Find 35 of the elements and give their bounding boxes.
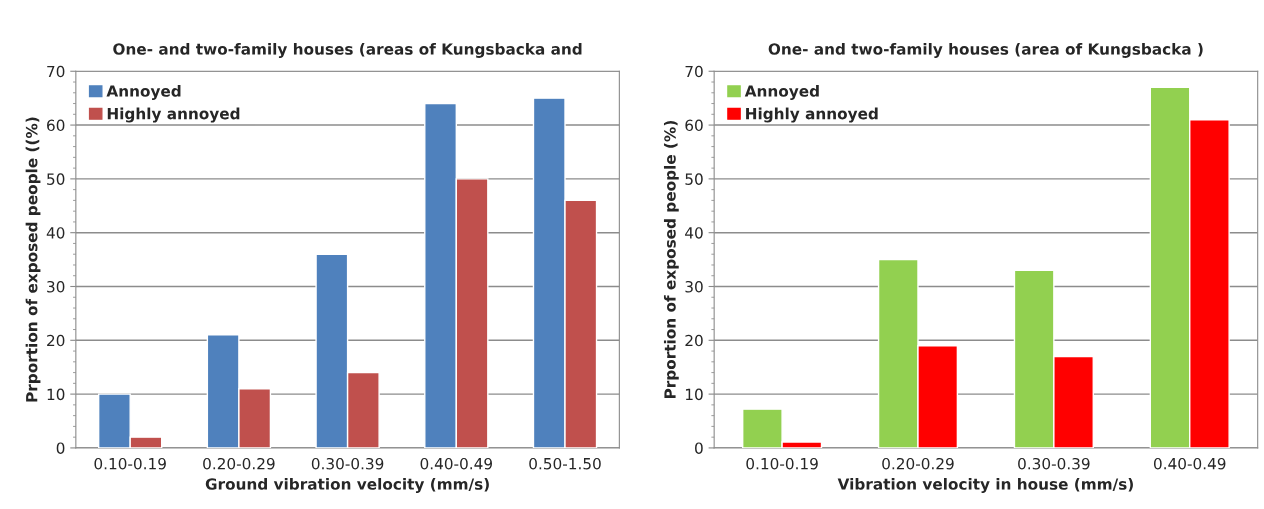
x-tick-label: 0.20-0.29 [203,457,275,470]
legend-label: Annoyed [106,85,181,100]
x-tick-label: 0.40-0.49 [1153,457,1226,470]
y-tick-label: 10 [47,388,65,401]
y-tick-label: 40 [46,227,65,239]
x-axis-title: Vibration velocity in house (mm/s) [837,477,1133,493]
chart-title: One- and two-family houses (areas of Kungsbacka and [113,42,582,58]
y-tick-label: 50 [47,173,65,185]
chart-title: One- and two-family houses (area of Kungsbacka ) [768,42,1203,58]
x-tick-label: 0.30-0.39 [1018,457,1090,470]
y-tick-label: 20 [47,334,65,347]
x-tick-label: 0.40-0.49 [420,457,492,470]
y-tick-label: 0 [695,442,703,454]
y-tick-label: 20 [685,334,703,347]
x-tick-label: 0.10-0.19 [94,457,166,470]
y-axis-title: Prportion of exposed people (%) [663,121,679,399]
x-tick-label: 0.20-0.29 [882,457,954,470]
y-axis-title: Prportion of exposed people ((%) [25,117,41,402]
legend-label: Highly annoyed [746,107,878,123]
y-tick-label: 70 [685,65,703,78]
legend-label: Highly annoyed [107,107,240,123]
y-tick-label: 30 [47,280,65,293]
legend-label: Annoyed [744,85,819,100]
x-tick-label: 0.50-1.50 [529,457,601,470]
y-tick-label: 70 [47,65,65,78]
y-tick-label: 10 [685,388,703,401]
x-axis-title: Ground vibration velocity (mm/s) [205,477,489,493]
y-tick-label: 40 [685,227,703,239]
y-tick-label: 0 [56,442,65,454]
x-tick-label: 0.30-0.39 [311,457,384,470]
y-tick-label: 30 [685,280,703,293]
y-tick-label: 60 [47,119,65,132]
y-tick-label: 60 [685,119,703,132]
y-tick-label: 50 [685,173,703,185]
x-tick-label: 0.10-0.19 [746,457,818,470]
